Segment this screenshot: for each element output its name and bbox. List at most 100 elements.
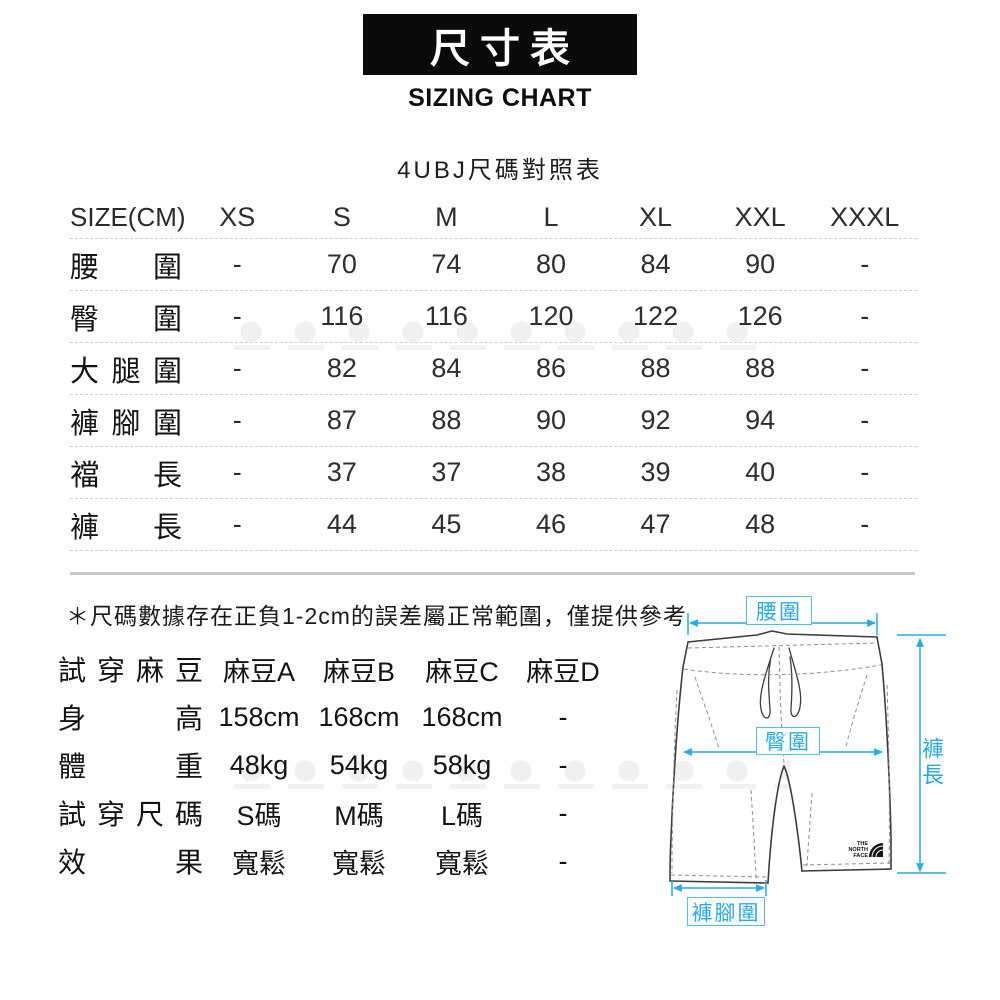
row-label: 試穿尺碼 bbox=[58, 799, 203, 830]
size-column-header: XS bbox=[219, 201, 256, 232]
model-column-header: 麻豆D bbox=[526, 656, 600, 687]
size-column-header: L bbox=[543, 201, 559, 232]
table-cell: 88 bbox=[745, 353, 776, 383]
row-label: 身高 bbox=[58, 703, 203, 734]
table-cell: - bbox=[558, 845, 568, 876]
table-cell: 37 bbox=[431, 457, 462, 487]
hip-measure-label: 臀圍 bbox=[756, 727, 820, 755]
table-cell: 122 bbox=[633, 301, 679, 331]
table-row-hip: 臀圍 - 116 116 120 122 126 - bbox=[70, 291, 917, 343]
row-label: 襠長 bbox=[70, 459, 182, 492]
table-cell: - bbox=[860, 457, 870, 487]
waist-measure-label: 腰圍 bbox=[746, 596, 812, 625]
table-cell: 40 bbox=[745, 457, 776, 487]
row-label: 褲腳圍 bbox=[70, 407, 182, 440]
leg-opening-measure-label: 褲腳圍 bbox=[687, 897, 765, 926]
table-cell: 82 bbox=[326, 353, 357, 383]
row-label: 腰圍 bbox=[70, 251, 182, 284]
size-column-header: M bbox=[435, 201, 458, 232]
table-cell: 94 bbox=[745, 405, 776, 435]
table-cell: 46 bbox=[535, 509, 567, 539]
fitting-model-table: 試穿麻豆 麻豆A 麻豆B 麻豆C 麻豆D 身高 158cm 168cm 168c… bbox=[58, 645, 610, 885]
table-cell: 168cm bbox=[318, 701, 400, 732]
table-cell: - bbox=[232, 509, 242, 539]
tolerance-note: ＊尺碼數據存在正負1-2cm的誤差屬正常範圍，僅提供參考 bbox=[66, 603, 687, 629]
table-cell: 90 bbox=[745, 249, 776, 279]
table-cell: - bbox=[232, 353, 242, 383]
table-cell: 寬鬆 bbox=[232, 848, 286, 879]
drawstring-left bbox=[759, 647, 775, 719]
table-cell: L碼 bbox=[440, 800, 484, 831]
table-cell: 86 bbox=[535, 353, 567, 383]
table-cell: S碼 bbox=[236, 800, 282, 831]
table-cell: 寬鬆 bbox=[435, 848, 489, 879]
table-cell: 88 bbox=[640, 353, 671, 383]
table-cell: 38 bbox=[535, 457, 567, 487]
table-cell: 84 bbox=[431, 353, 462, 383]
section-divider bbox=[70, 572, 915, 575]
table-cell: M碼 bbox=[334, 800, 384, 831]
model-table-header-row: 試穿麻豆 麻豆A 麻豆B 麻豆C 麻豆D bbox=[58, 645, 610, 693]
north-face-logo-icon: THE NORTH FACE bbox=[848, 841, 884, 859]
table-cell: 126 bbox=[737, 301, 783, 331]
model-header-label: 試穿麻豆 bbox=[58, 655, 203, 686]
table-cell: 88 bbox=[431, 405, 462, 435]
table-cell: - bbox=[232, 405, 242, 435]
table-cell: 48 bbox=[745, 509, 776, 539]
size-table-header-row: SIZE(CM) XS S M L XL XXL XXXL bbox=[70, 196, 917, 239]
page-title-box: 尺寸表 bbox=[363, 14, 637, 75]
size-column-header: XXL bbox=[734, 201, 786, 232]
row-label: 褲長 bbox=[70, 511, 182, 544]
table-cell: 45 bbox=[431, 509, 462, 539]
svg-text:THE: THE bbox=[857, 841, 868, 847]
table-cell: 120 bbox=[528, 301, 574, 331]
model-row-size-tried: 試穿尺碼 S碼 M碼 L碼 - bbox=[58, 789, 610, 837]
page-title: 尺寸表 bbox=[430, 26, 580, 71]
table-cell: 44 bbox=[326, 509, 357, 539]
table-cell: 54kg bbox=[329, 749, 389, 780]
row-label: 效果 bbox=[58, 847, 203, 878]
table-cell: - bbox=[232, 301, 242, 331]
svg-text:FACE: FACE bbox=[853, 853, 868, 859]
table-cell: - bbox=[558, 701, 568, 732]
model-column-header: 麻豆B bbox=[322, 656, 395, 687]
size-column-header: XXXL bbox=[830, 201, 900, 232]
table-row-thigh: 大腿圍 - 82 84 86 88 88 - bbox=[70, 343, 917, 395]
length-measure-label: 褲長 bbox=[919, 737, 944, 789]
watermark-band bbox=[225, 318, 775, 354]
size-chart-title: 4UBJ尺碼對照表 bbox=[397, 157, 603, 184]
row-label: 臀圍 bbox=[70, 303, 182, 336]
table-row-pant-length: 褲長 - 44 45 46 47 48 - bbox=[70, 499, 917, 551]
table-cell: 90 bbox=[535, 405, 567, 435]
size-table-unit-label: SIZE(CM) bbox=[70, 201, 186, 232]
table-cell: 74 bbox=[431, 249, 462, 279]
row-label: 大腿圍 bbox=[70, 355, 182, 388]
model-column-header: 麻豆C bbox=[425, 656, 499, 687]
drawstring-right bbox=[788, 647, 802, 718]
table-cell: - bbox=[232, 249, 242, 279]
model-column-header: 麻豆A bbox=[222, 656, 295, 687]
table-cell: - bbox=[558, 797, 568, 828]
model-row-weight: 體重 48kg 54kg 58kg - bbox=[58, 741, 610, 789]
table-cell: - bbox=[860, 509, 870, 539]
table-cell: 58kg bbox=[432, 749, 492, 780]
svg-text:NORTH: NORTH bbox=[848, 847, 868, 853]
table-cell: - bbox=[860, 301, 870, 331]
row-label: 體重 bbox=[58, 751, 203, 782]
table-cell: 92 bbox=[640, 405, 671, 435]
shorts-outline bbox=[669, 630, 892, 884]
table-cell: 37 bbox=[326, 457, 357, 487]
table-row-crotch-length: 襠長 - 37 37 38 39 40 - bbox=[70, 447, 917, 499]
table-row-leg-opening: 褲腳圍 - 87 88 90 92 94 - bbox=[70, 395, 917, 447]
table-cell: 84 bbox=[640, 249, 671, 279]
table-cell: 39 bbox=[640, 457, 671, 487]
table-cell: - bbox=[860, 249, 870, 279]
table-cell: 47 bbox=[640, 509, 671, 539]
table-row-waist: 腰圍 - 70 74 80 84 90 - bbox=[70, 239, 917, 291]
table-cell: - bbox=[232, 457, 242, 487]
table-cell: - bbox=[558, 749, 568, 780]
table-cell: 80 bbox=[535, 249, 567, 279]
table-cell: 158cm bbox=[218, 701, 300, 732]
size-column-header: S bbox=[332, 201, 351, 232]
